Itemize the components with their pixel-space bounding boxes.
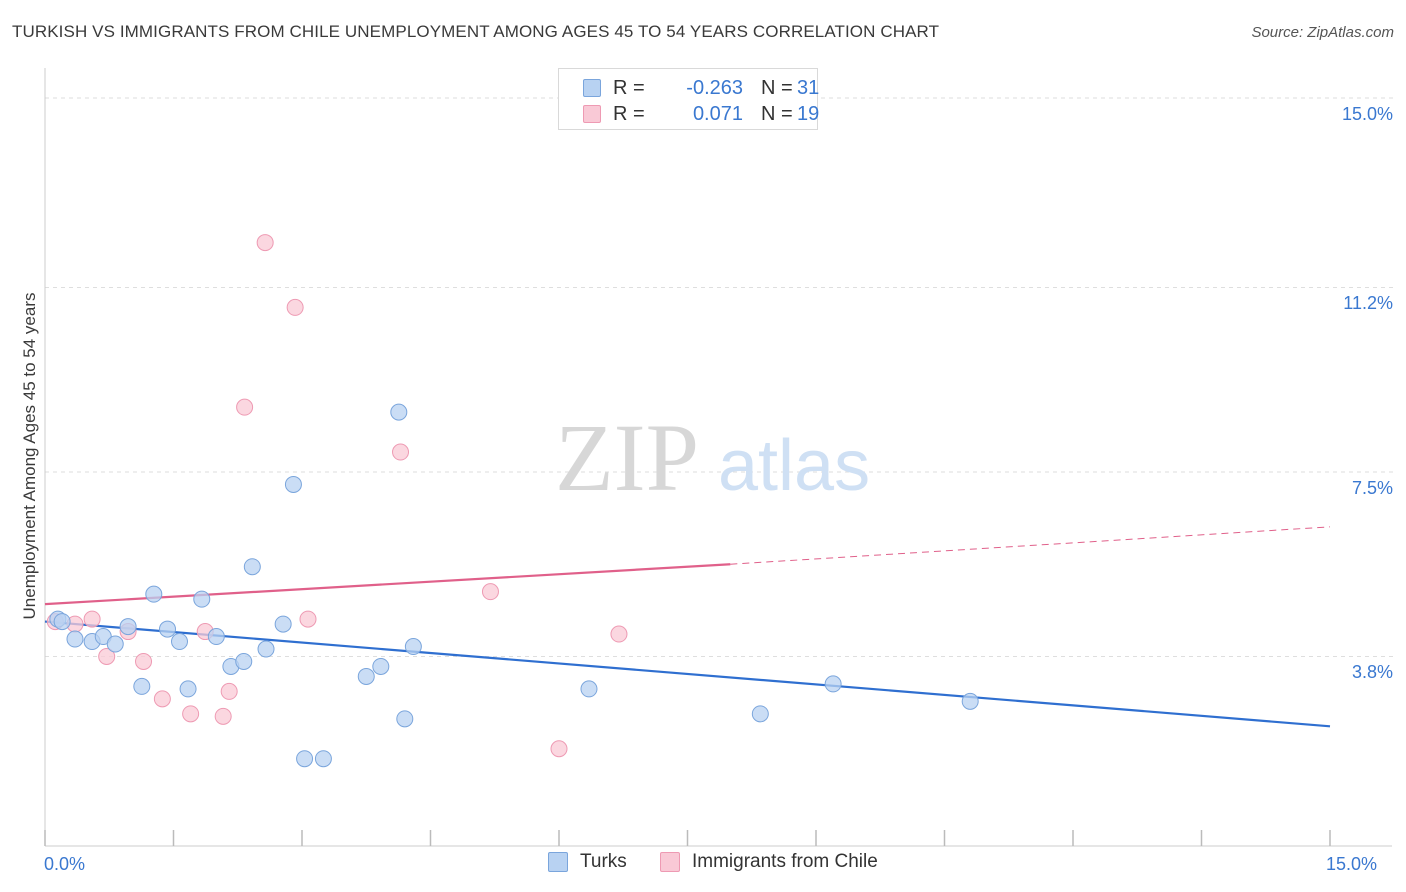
trend-line-turks: [44, 620, 1331, 728]
data-point-turks: [372, 657, 390, 675]
data-point-chile: [135, 652, 153, 670]
data-point-chile: [481, 583, 499, 601]
chart-title: TURKISH VS IMMIGRANTS FROM CHILE UNEMPLO…: [12, 22, 940, 41]
legend-n-label: N =: [761, 102, 793, 125]
legend-n-label: N =: [761, 76, 793, 99]
legend-n-value: 31: [797, 76, 820, 99]
data-point-turks: [274, 615, 292, 633]
axis-layer: [44, 68, 1392, 847]
legend-label-chile: Immigrants from Chile: [692, 851, 878, 872]
x-tick-label-min: 0.0%: [44, 854, 86, 874]
trend-line-chile-projection: [730, 526, 1331, 565]
legend-n-value: 19: [797, 102, 820, 125]
data-point-chile: [256, 234, 274, 252]
legend-item-chile[interactable]: Immigrants from Chile: [660, 851, 878, 873]
data-point-turks: [159, 620, 177, 638]
series-legend: Turks Immigrants from Chile: [0, 851, 1406, 877]
legend-r-label: R =: [613, 102, 645, 125]
data-point-turks: [66, 630, 84, 648]
data-point-turks: [133, 677, 151, 695]
data-point-chile: [236, 398, 254, 416]
trend-layer: [44, 526, 1331, 728]
watermark-atlas: atlas: [718, 426, 870, 506]
legend-r-value: -0.263: [686, 76, 743, 99]
data-point-chile: [392, 443, 410, 461]
data-point-chile: [220, 682, 238, 700]
data-point-turks: [404, 638, 422, 656]
legend-swatch-chile: [583, 105, 601, 123]
data-point-chile: [83, 610, 101, 628]
legend-swatch-turks: [583, 79, 601, 97]
data-point-chile: [214, 707, 232, 725]
data-point-turks: [396, 710, 414, 728]
legend-item-turks[interactable]: Turks: [548, 851, 627, 873]
data-point-turks: [179, 680, 197, 698]
data-point-chile: [299, 610, 317, 628]
data-point-turks: [284, 475, 302, 493]
y-tick-label: 3.8%: [1351, 662, 1393, 683]
data-point-chile: [153, 690, 171, 708]
y-tick-label: 11.2%: [1343, 293, 1393, 314]
data-point-turks: [314, 750, 332, 768]
correlation-legend: R = -0.263 N = 31 R = 0.071 N = 19: [558, 68, 820, 130]
data-point-turks: [170, 633, 188, 651]
data-point-turks: [357, 667, 375, 685]
data-point-turks: [145, 585, 163, 603]
data-point-turks: [207, 628, 225, 646]
data-point-turks: [961, 692, 979, 710]
legend-label-turks: Turks: [580, 851, 627, 872]
y-tick-label: 7.5%: [1351, 477, 1393, 498]
points-layer: [46, 234, 979, 768]
data-point-turks: [53, 613, 71, 631]
data-point-turks: [235, 652, 253, 670]
data-point-chile: [182, 705, 200, 723]
legend-r-label: R =: [613, 76, 645, 99]
data-point-turks: [824, 675, 842, 693]
data-point-chile: [550, 740, 568, 758]
y-tick-label: 15.0%: [1341, 103, 1393, 124]
data-point-turks: [257, 640, 275, 658]
data-point-turks: [106, 635, 124, 653]
watermark-zip: ZIP: [555, 404, 699, 511]
data-point-turks: [751, 705, 769, 723]
data-point-chile: [286, 298, 304, 316]
watermark: ZIP atlas: [555, 404, 870, 511]
data-point-chile: [610, 625, 628, 643]
data-point-chile: [98, 647, 116, 665]
legend-swatch-turks: [548, 852, 568, 872]
source-credit: Source: ZipAtlas.com: [1251, 24, 1394, 41]
legend-r-value: 0.071: [692, 102, 743, 125]
data-point-turks: [243, 558, 261, 576]
legend-swatch-chile: [660, 852, 680, 872]
data-point-turks: [390, 403, 408, 421]
data-point-turks: [193, 590, 211, 608]
data-point-turks: [580, 680, 598, 698]
data-point-turks: [119, 618, 137, 636]
data-point-turks: [296, 750, 314, 768]
x-tick-label-max: 15.0%: [1326, 854, 1378, 874]
